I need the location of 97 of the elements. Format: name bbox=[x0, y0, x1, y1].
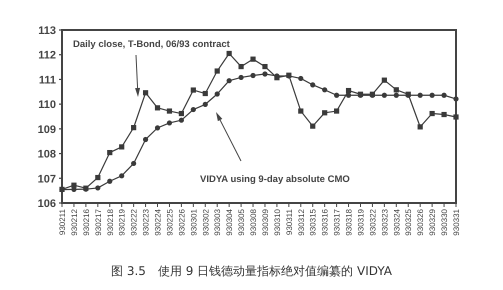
point bbox=[226, 78, 232, 84]
point bbox=[322, 110, 328, 116]
x-tick-label: 930223 bbox=[142, 208, 151, 236]
x-tick-label: 930317 bbox=[332, 208, 342, 236]
point bbox=[142, 136, 148, 142]
point bbox=[334, 108, 340, 114]
point bbox=[226, 50, 232, 56]
point bbox=[154, 125, 160, 130]
point bbox=[394, 87, 399, 92]
x-tick-label: 930216 bbox=[82, 208, 91, 236]
y-tick-label: 110 bbox=[38, 99, 56, 112]
x-tick-label: 930217 bbox=[94, 208, 103, 236]
x-tick-label: 930315 bbox=[308, 208, 318, 236]
point bbox=[346, 92, 352, 98]
point bbox=[430, 110, 435, 116]
x-tick-label: 930330 bbox=[440, 208, 450, 236]
x-tick-label: 930224 bbox=[154, 208, 163, 236]
x-tick-label: 930218 bbox=[106, 208, 115, 236]
x-tick-label: 930326 bbox=[416, 208, 426, 236]
text: 图 3.5 使用 9 日钱德动量指标绝对值编纂的 VIDYA bbox=[111, 264, 393, 278]
point bbox=[166, 108, 172, 114]
x-tick-label: 930219 bbox=[118, 208, 127, 236]
annotation: VIDYA using 9-day absolute CMO bbox=[200, 174, 350, 185]
x-tick-label: 930319 bbox=[356, 208, 366, 236]
point bbox=[142, 90, 148, 96]
x-tick-label: 930304 bbox=[225, 208, 234, 236]
point bbox=[214, 91, 220, 97]
point bbox=[382, 78, 387, 83]
x-tick-label: 930323 bbox=[380, 208, 390, 236]
x-tick-label: 930316 bbox=[320, 208, 330, 236]
point bbox=[382, 92, 387, 98]
point bbox=[430, 92, 435, 98]
point bbox=[394, 92, 399, 98]
y-tick-label: 108 bbox=[38, 148, 56, 161]
x-tick-label: 930331 bbox=[452, 208, 461, 236]
point bbox=[310, 124, 316, 129]
point bbox=[131, 160, 136, 166]
y-tick-label: 111 bbox=[38, 74, 56, 86]
x-tick-label: 930303 bbox=[213, 208, 222, 236]
point bbox=[418, 124, 423, 130]
point bbox=[418, 92, 423, 98]
point bbox=[119, 144, 124, 150]
point bbox=[262, 64, 268, 70]
point bbox=[107, 150, 112, 156]
point bbox=[190, 87, 196, 93]
point bbox=[322, 87, 328, 92]
x-tick-label: 930310 bbox=[272, 208, 282, 236]
point bbox=[310, 82, 316, 88]
point bbox=[154, 105, 160, 110]
y-tick-label: 113 bbox=[38, 25, 56, 37]
x-tick-label: 930222 bbox=[130, 208, 139, 236]
point bbox=[262, 71, 268, 77]
x-tick-label: 930302 bbox=[201, 208, 210, 236]
point bbox=[202, 90, 208, 96]
point bbox=[95, 185, 100, 191]
point bbox=[131, 125, 136, 130]
point bbox=[250, 72, 256, 78]
point bbox=[453, 114, 459, 120]
point bbox=[298, 108, 304, 114]
point bbox=[190, 106, 196, 112]
point bbox=[238, 64, 244, 70]
point bbox=[178, 118, 184, 123]
x-tick-label: 930225 bbox=[165, 208, 174, 236]
point bbox=[250, 56, 256, 62]
point bbox=[95, 174, 100, 180]
point bbox=[441, 92, 447, 98]
point bbox=[346, 88, 352, 94]
point bbox=[441, 112, 447, 118]
x-tick-label: 930325 bbox=[404, 208, 414, 236]
annotation: Daily close, T-Bond, 06/93 contract bbox=[73, 39, 231, 50]
point bbox=[202, 102, 208, 107]
y-tick-label: 107 bbox=[38, 173, 56, 186]
point bbox=[214, 68, 220, 74]
point bbox=[298, 76, 304, 82]
x-tick-label: 930318 bbox=[344, 208, 354, 236]
point bbox=[453, 96, 459, 102]
x-tick-label: 930322 bbox=[368, 208, 378, 236]
x-tick-label: 930312 bbox=[296, 208, 306, 236]
x-tick-label: 930301 bbox=[189, 208, 198, 236]
y-tick-label: 106 bbox=[38, 198, 56, 210]
point bbox=[166, 120, 172, 126]
point bbox=[238, 74, 244, 80]
x-tick-label: 930308 bbox=[249, 208, 258, 236]
point bbox=[334, 92, 340, 98]
x-tick-label: 930212 bbox=[70, 208, 79, 236]
x-tick-label: 930211 bbox=[58, 208, 67, 236]
x-tick-label: 930311 bbox=[284, 208, 294, 236]
y-tick-label: 109 bbox=[38, 124, 56, 136]
point bbox=[119, 173, 124, 178]
y-tick-label: 112 bbox=[38, 50, 56, 62]
point bbox=[107, 178, 112, 184]
point bbox=[178, 110, 184, 116]
x-tick-label: 930309 bbox=[260, 208, 270, 236]
x-tick-label: 930305 bbox=[237, 208, 246, 236]
x-tick-label: 930324 bbox=[392, 208, 402, 236]
x-tick-label: 930329 bbox=[428, 208, 438, 236]
x-tick-label: 930226 bbox=[177, 208, 186, 236]
